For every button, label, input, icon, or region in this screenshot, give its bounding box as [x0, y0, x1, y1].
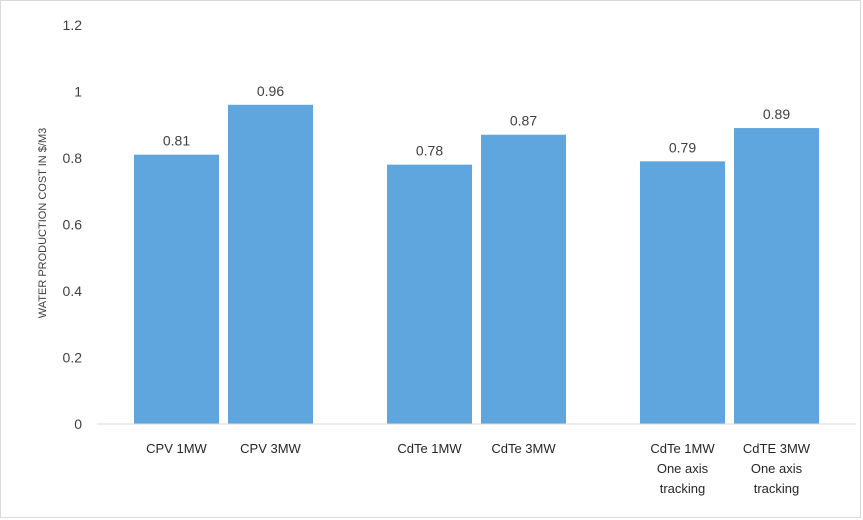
category-labels: CPV 1MW CPV 3MW CdTe 1MW CdTe 3MW CdTe 1MW On…	[146, 441, 811, 496]
category-label: CdTe 1MW	[397, 441, 462, 456]
category-label: CdTE 3MW	[743, 441, 811, 456]
bars: 0.81 0.96 0.78 0.87 0.79 0.89	[134, 83, 819, 425]
data-label: 0.89	[763, 106, 790, 122]
category-label: CdTe 3MW	[491, 441, 556, 456]
bar	[228, 104, 313, 425]
y-tick-label: 0.2	[63, 350, 83, 366]
data-label: 0.96	[257, 83, 284, 99]
bar	[134, 154, 219, 425]
category-label: One axis	[751, 461, 803, 476]
category-label: CdTe 1MW	[650, 441, 715, 456]
y-tick-label: 1.2	[63, 17, 83, 33]
category-label: CPV 1MW	[146, 441, 207, 456]
y-tick-label: 0	[74, 416, 82, 432]
y-axis-ticks: 0 0.2 0.4 0.6 0.8 1 1.2	[63, 17, 83, 432]
category-label: tracking	[754, 481, 800, 496]
category-label: tracking	[660, 481, 706, 496]
bar	[640, 161, 725, 424]
y-tick-label: 0.4	[63, 283, 83, 299]
data-label: 0.87	[510, 113, 537, 129]
category-label: One axis	[657, 461, 709, 476]
bar	[481, 134, 566, 424]
y-tick-label: 0.6	[63, 217, 83, 233]
y-tick-label: 0.8	[63, 150, 83, 166]
bar	[387, 164, 472, 424]
category-label: CPV 3MW	[240, 441, 301, 456]
bar	[734, 128, 819, 424]
y-tick-label: 1	[74, 84, 82, 100]
data-label: 0.78	[416, 143, 443, 159]
data-label: 0.79	[669, 139, 696, 155]
y-axis-label: WATER PRODUCTION COST IN $/M3	[37, 128, 49, 318]
data-label: 0.81	[163, 133, 190, 149]
